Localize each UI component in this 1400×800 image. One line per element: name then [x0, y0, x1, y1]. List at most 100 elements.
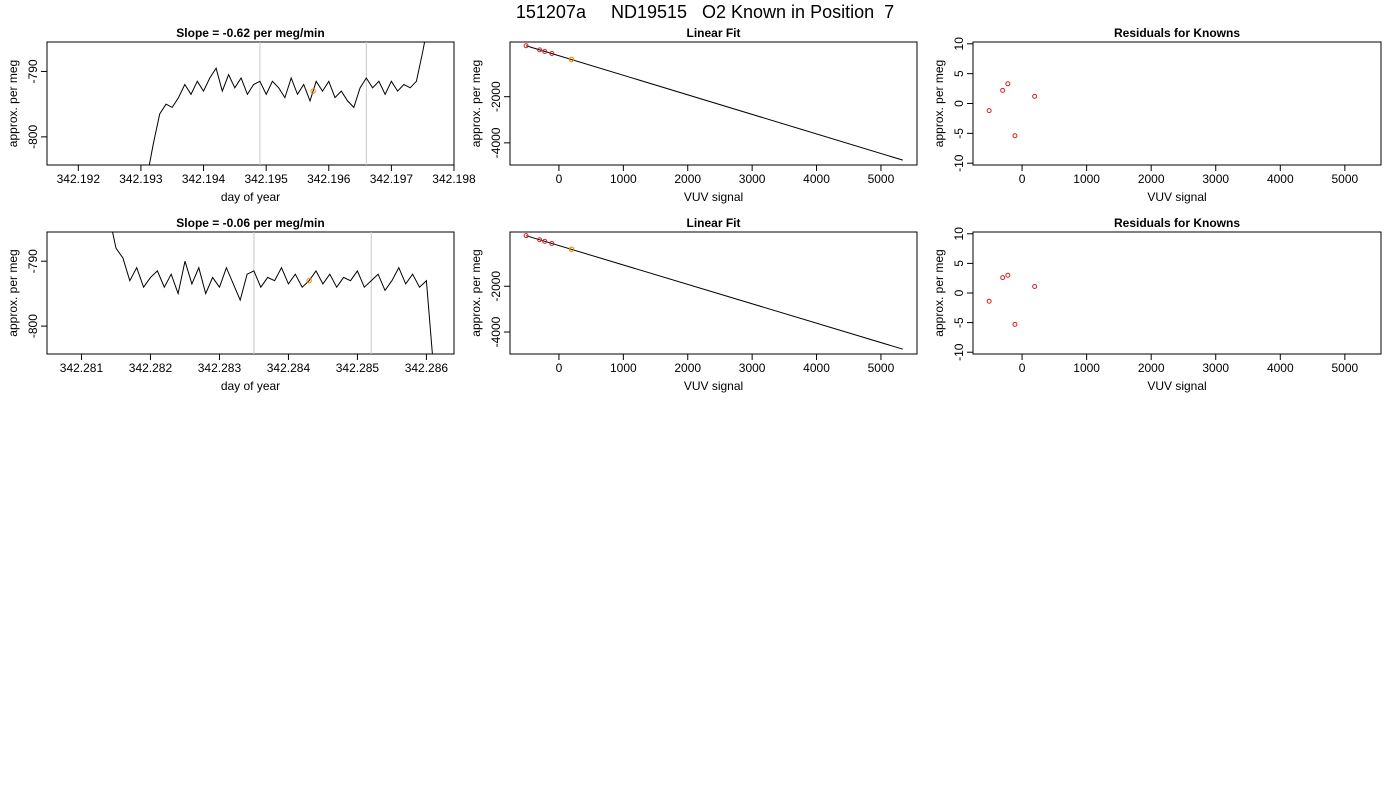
- known-point: [1012, 321, 1018, 327]
- plot-frame: [509, 231, 918, 355]
- plot-area: [986, 272, 1038, 327]
- x-tick-label: 342.282: [129, 361, 173, 375]
- x-tick-label: 342.281: [60, 361, 104, 375]
- plot-frame: [509, 41, 918, 166]
- known-point: [986, 298, 992, 304]
- x-tick-label: 0: [556, 172, 563, 186]
- known-point: [1005, 272, 1011, 278]
- plot-area: [986, 81, 1038, 139]
- x-axis: 0 1000 2000 3000 4000 5000: [1019, 164, 1359, 186]
- panel-title: Residuals for Knowns: [1114, 216, 1240, 230]
- plot-frame: [972, 41, 1382, 166]
- y-axis: -790 -800: [26, 59, 48, 149]
- x-tick-label: 342.198: [432, 172, 476, 186]
- panel-title: Residuals for Knowns: [1114, 26, 1240, 40]
- y-axis-label: approx. per meg: [6, 60, 20, 147]
- x-tick-label: 3000: [739, 172, 766, 186]
- known-point: [1032, 93, 1038, 99]
- series-line: [112, 232, 433, 354]
- known-point: [1000, 275, 1006, 281]
- x-tick-label: 1000: [610, 361, 637, 375]
- x-tick-label: 5000: [868, 172, 895, 186]
- x-tick-label: 342.192: [57, 172, 101, 186]
- y-axis: -2000 -4000: [489, 81, 511, 158]
- plot-frame: [46, 41, 455, 166]
- x-axis-label: day of year: [221, 190, 280, 204]
- y-axis-label: approx. per meg: [6, 249, 20, 336]
- known-point: [986, 108, 992, 114]
- x-tick-label: 4000: [1267, 172, 1294, 186]
- x-tick-label: 342.284: [267, 361, 311, 375]
- x-axis: 342.281 342.282 342.283 342.284 342.285 342.2…: [60, 353, 448, 375]
- plot-area: [523, 233, 903, 350]
- panel-title: Linear Fit: [686, 26, 740, 40]
- current-sample-point: [568, 56, 575, 63]
- y-axis-label: approx. per meg: [932, 60, 946, 147]
- x-axis-label: VUV signal: [684, 379, 743, 393]
- panel-title: Slope = -0.62 per meg/min: [176, 26, 324, 40]
- x-axis: 0 1000 2000 3000 4000 5000: [556, 164, 895, 186]
- x-axis-label: day of year: [221, 379, 280, 393]
- known-point: [537, 237, 543, 243]
- x-tick-label: 5000: [1331, 172, 1358, 186]
- chart-panel-5: Linear Fit 0 1000 2000 3000 4000 5000 VUV signa…: [469, 216, 918, 393]
- known-point: [523, 43, 529, 49]
- fit-line: [525, 45, 903, 161]
- x-axis: 0 1000 2000 3000 4000 5000: [556, 353, 895, 375]
- y-tick-label: -5: [952, 317, 966, 328]
- y-tick-label: 10: [952, 227, 966, 241]
- y-tick-label: -790: [26, 59, 40, 83]
- y-axis: -790 -800: [26, 249, 48, 338]
- known-point: [549, 240, 555, 246]
- x-tick-label: 0: [1019, 361, 1026, 375]
- chart-panel-4: Slope = -0.06 per meg/min 342.281 342.282 3…: [6, 216, 455, 393]
- x-tick-label: 342.193: [119, 172, 163, 186]
- y-tick-label: -2000: [489, 81, 503, 112]
- x-tick-label: 1000: [1073, 361, 1100, 375]
- x-tick-label: 342.283: [198, 361, 242, 375]
- plot-area: [523, 43, 903, 161]
- chart-panel-1: Slope = -0.62 per meg/min 342.192 342.193 3…: [6, 26, 476, 204]
- x-tick-label: 2000: [1138, 172, 1165, 186]
- x-tick-label: 342.197: [370, 172, 414, 186]
- panel-title: Linear Fit: [686, 216, 740, 230]
- x-tick-label: 4000: [803, 172, 830, 186]
- y-tick-label: -10: [952, 154, 966, 172]
- x-tick-label: 4000: [803, 361, 830, 375]
- x-tick-label: 342.195: [244, 172, 288, 186]
- x-tick-label: 2000: [674, 361, 701, 375]
- y-tick-label: 0: [952, 289, 966, 296]
- y-tick-label: 0: [952, 100, 966, 107]
- panel-title: Slope = -0.06 per meg/min: [176, 216, 324, 230]
- series-line: [148, 42, 426, 165]
- known-point: [549, 51, 555, 57]
- fit-line: [525, 235, 903, 350]
- chart-panel-2: Linear Fit 0 1000 2000 3000 4000 5000 VUV signa…: [469, 26, 918, 204]
- plot-area: [148, 42, 426, 165]
- y-tick-label: -4000: [489, 127, 503, 158]
- x-tick-label: 5000: [868, 361, 895, 375]
- x-tick-label: 342.196: [307, 172, 351, 186]
- x-tick-label: 1000: [1073, 172, 1100, 186]
- y-axis: -2000 -4000: [489, 271, 511, 347]
- known-point: [523, 233, 529, 239]
- x-axis: 0 1000 2000 3000 4000 5000: [1019, 353, 1359, 375]
- known-point: [1012, 133, 1018, 139]
- y-axis: -10 -5 0 5 10: [952, 227, 974, 361]
- known-point: [537, 47, 543, 53]
- x-tick-label: 2000: [1138, 361, 1165, 375]
- figure-title: 151207a ND19515 O2 Known in Position 7: [516, 2, 894, 22]
- x-axis: 342.192 342.193 342.194 342.195 342.196 342.1…: [57, 164, 476, 186]
- x-axis-label: VUV signal: [1147, 190, 1206, 204]
- y-axis: -10 -5 0 5 10: [952, 37, 974, 172]
- y-tick-label: -5: [952, 128, 966, 139]
- y-tick-label: 5: [952, 70, 966, 77]
- current-sample-point: [568, 246, 575, 253]
- x-tick-label: 3000: [739, 361, 766, 375]
- known-point: [1005, 81, 1011, 87]
- x-tick-label: 4000: [1267, 361, 1294, 375]
- x-axis-label: VUV signal: [684, 190, 743, 204]
- y-tick-label: -790: [26, 249, 40, 273]
